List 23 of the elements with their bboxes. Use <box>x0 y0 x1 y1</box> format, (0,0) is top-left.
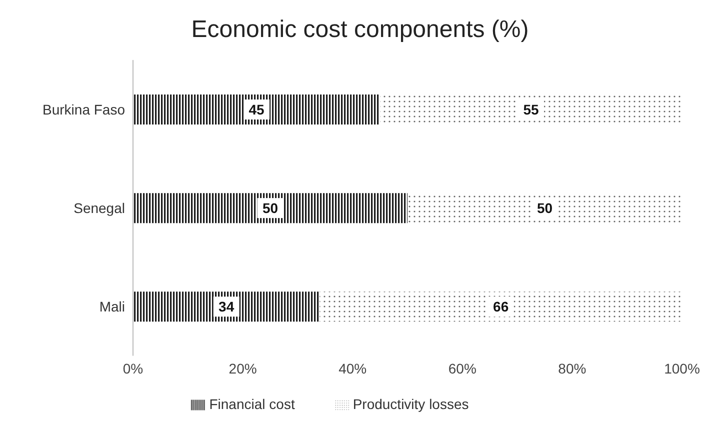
bar <box>133 94 380 124</box>
x-tick-label: 60% <box>448 360 476 377</box>
x-tick-label: 80% <box>558 360 586 377</box>
legend-label: Financial cost <box>209 396 295 412</box>
bar <box>133 292 320 322</box>
y-tick-label: Mali <box>99 298 125 314</box>
data-label: 50 <box>536 200 553 216</box>
y-tick-label: Burkina Faso <box>42 101 126 118</box>
data-label: 66 <box>493 298 509 315</box>
data-label: 50 <box>262 200 278 216</box>
x-tick-label: 0% <box>122 360 144 377</box>
bar <box>133 193 408 224</box>
x-tick-label: 40% <box>338 360 367 377</box>
x-tick-label: 100% <box>664 360 700 377</box>
bar <box>380 94 682 124</box>
x-tick-label: 20% <box>228 360 257 377</box>
bar <box>320 292 682 322</box>
chart-title: Economic cost components (%) <box>190 15 530 45</box>
data-label: 45 <box>248 102 265 118</box>
data-label: 55 <box>523 102 540 118</box>
y-tick-label: Senegal <box>74 200 125 216</box>
legend-label: Productivity losses <box>352 396 469 412</box>
data-label: 34 <box>218 298 234 315</box>
